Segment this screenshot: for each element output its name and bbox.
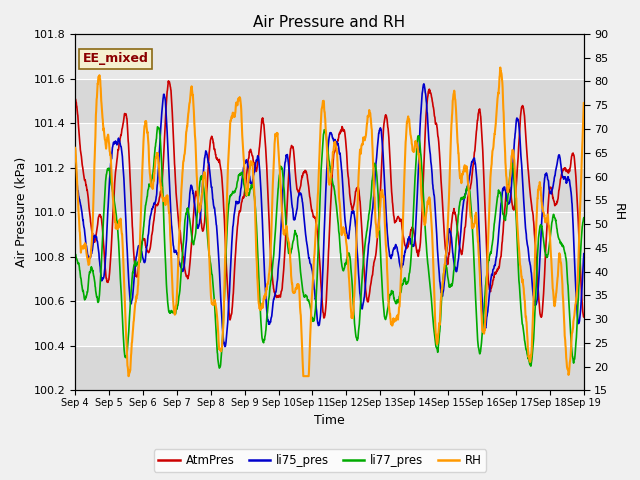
X-axis label: Time: Time (314, 414, 345, 427)
Bar (75, 168, 584, 212)
Y-axis label: RH: RH (612, 203, 625, 221)
Y-axis label: Air Pressure (kPa): Air Pressure (kPa) (15, 157, 28, 267)
Bar (75, 257, 584, 301)
Text: EE_mixed: EE_mixed (83, 52, 148, 65)
Title: Air Pressure and RH: Air Pressure and RH (253, 15, 406, 30)
Bar (75, 346, 584, 390)
Bar (75, 79, 584, 123)
Legend: AtmPres, li75_pres, li77_pres, RH: AtmPres, li75_pres, li77_pres, RH (154, 449, 486, 472)
